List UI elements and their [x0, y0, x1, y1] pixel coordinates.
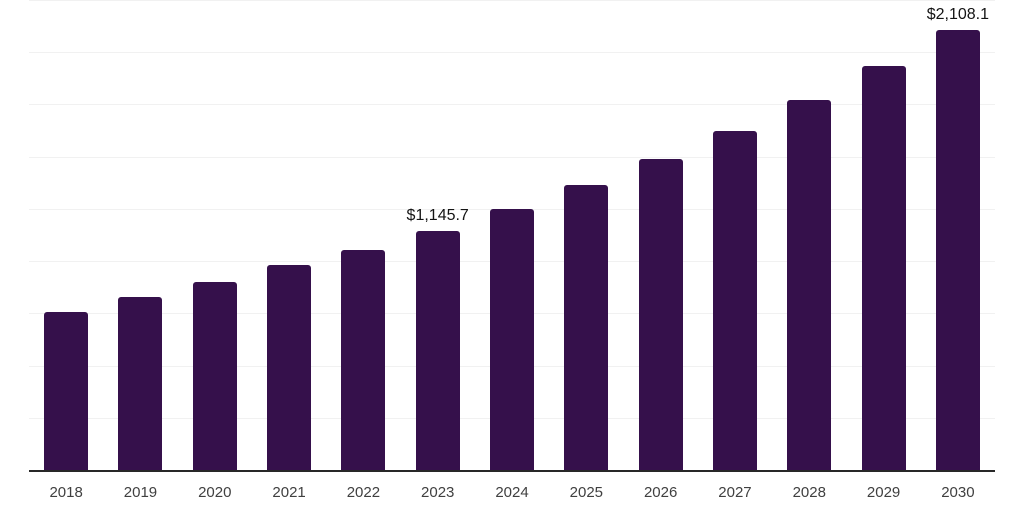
- x-axis-label-2028: 2028: [792, 484, 826, 501]
- bar-2021[interactable]: [267, 265, 312, 470]
- value-label-2030: $2,108.1: [926, 5, 989, 23]
- x-axis-label-2023: 2023: [421, 484, 455, 501]
- x-axis-label-2025: 2025: [569, 484, 604, 501]
- gridline-1500: [29, 156, 995, 158]
- x-axis-label-2021: 2021: [272, 484, 306, 501]
- x-axis-label-2020: 2020: [198, 484, 232, 501]
- bar-2030[interactable]: [935, 29, 980, 470]
- bar-2022[interactable]: [341, 250, 386, 470]
- bar-2027[interactable]: [712, 130, 757, 470]
- x-axis-label-2026: 2026: [643, 484, 678, 501]
- x-axis-label-2018: 2018: [49, 484, 83, 501]
- x-axis-line: [29, 470, 995, 472]
- x-axis-label-2022: 2022: [346, 484, 381, 501]
- bar-2025[interactable]: [564, 185, 609, 470]
- plot-area: $1,145.7 $2,108.1: [29, 0, 995, 470]
- gridline-2000: [29, 52, 995, 54]
- x-axis-label-2019: 2019: [123, 484, 158, 501]
- bar-2024[interactable]: [490, 208, 534, 470]
- gridline-1750: [29, 104, 995, 106]
- bar-2028[interactable]: [787, 100, 832, 470]
- x-axis-label-2029: 2029: [866, 484, 901, 501]
- x-axis-labels: 2018 2019 2020 2021 2022 2023 2024 2025 2026 2027…: [29, 484, 995, 502]
- x-axis-label-2027: 2027: [718, 484, 752, 501]
- bar-2023[interactable]: [415, 230, 460, 470]
- bar-2020[interactable]: [192, 282, 237, 470]
- bar-2019[interactable]: [118, 297, 163, 470]
- bar-2018[interactable]: [44, 312, 89, 470]
- value-label-2023: $1,145.7: [406, 206, 469, 224]
- bar-2026[interactable]: [638, 159, 683, 470]
- x-axis-label-2030: 2030: [941, 484, 975, 501]
- gridline-2250: [29, 0, 995, 1]
- bar-2029[interactable]: [861, 66, 906, 470]
- x-axis-label-2024: 2024: [495, 484, 529, 501]
